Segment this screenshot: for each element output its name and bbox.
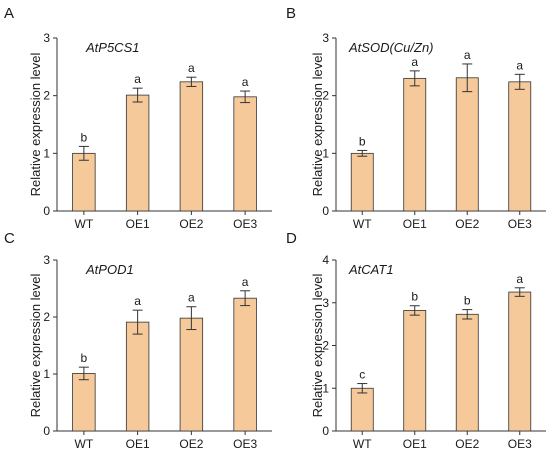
x-tick-label: OE1: [403, 437, 427, 451]
bar-wt: [72, 373, 96, 432]
significance-label: c: [359, 368, 365, 382]
significance-label: b: [81, 351, 88, 365]
significance-label: a: [516, 272, 523, 286]
significance-label: a: [134, 72, 141, 86]
chart-title: AtP5CS1: [85, 40, 139, 55]
y-tick-label: 0: [322, 204, 329, 218]
y-tick-label: 2: [322, 339, 329, 353]
bar-oe2: [455, 313, 479, 432]
x-tick-label: OE2: [179, 437, 203, 451]
y-tick-label: 2: [43, 310, 50, 324]
x-tick-label: OE2: [455, 217, 479, 231]
chart-title: AtSOD(Cu/Zn): [348, 40, 434, 55]
bar-oe2: [455, 77, 479, 212]
y-axis-label: Relative expression level: [28, 52, 43, 196]
x-tick-label: OE3: [233, 217, 257, 231]
y-axis-label: Relative expression level: [28, 273, 43, 417]
y-tick-label: 1: [322, 381, 329, 395]
panel-letter: D: [286, 230, 297, 247]
significance-label: b: [411, 290, 418, 304]
x-tick-label: OE2: [179, 217, 203, 231]
significance-label: a: [188, 291, 195, 305]
significance-label: a: [464, 48, 471, 62]
significance-label: b: [81, 130, 88, 144]
x-tick-label: WT: [353, 217, 372, 231]
y-axis-label: Relative expression level: [310, 52, 325, 196]
y-tick-label: 3: [322, 296, 329, 310]
y-tick-label: 0: [43, 424, 50, 438]
y-tick-label: 0: [43, 204, 50, 218]
bar-oe2: [179, 81, 204, 212]
bar-wt: [350, 152, 374, 212]
chart-title: AtCAT1: [348, 262, 394, 277]
bar-wt: [72, 152, 96, 212]
significance-label: a: [516, 58, 523, 72]
significance-label: a: [242, 275, 249, 289]
y-axis-label: Relative expression level: [310, 273, 325, 417]
significance-label: a: [188, 61, 195, 75]
x-tick-label: OE3: [508, 437, 532, 451]
bar-oe2: [179, 317, 204, 432]
bar-oe3: [233, 297, 257, 432]
x-tick-label: OE3: [508, 217, 532, 231]
significance-label: b: [359, 134, 366, 148]
significance-label: a: [242, 75, 249, 89]
y-tick-label: 1: [322, 146, 329, 160]
bar-oe1: [403, 310, 427, 432]
bar-oe1: [125, 321, 150, 432]
y-tick-label: 0: [322, 424, 329, 438]
panel-letter: B: [286, 5, 296, 22]
chart-title: AtPOD1: [85, 262, 134, 277]
x-tick-label: WT: [353, 437, 372, 451]
significance-label: a: [134, 294, 141, 308]
x-tick-label: OE1: [126, 437, 150, 451]
x-tick-label: WT: [75, 437, 94, 451]
bar-oe1: [125, 94, 150, 212]
bar-oe3: [508, 291, 532, 432]
panel-letter: A: [4, 5, 14, 22]
chart-panel-b: B AtSOD(Cu/Zn) Relative expression level 0 1…: [286, 5, 546, 231]
y-tick-label: 4: [322, 253, 329, 267]
x-tick-label: OE1: [126, 217, 150, 231]
x-tick-label: WT: [75, 217, 94, 231]
y-tick-label: 2: [322, 89, 329, 103]
chart-panel-d: D AtCAT1 Relative expression level 0 1 2 3 4 c WT…: [286, 230, 546, 451]
x-tick-label: OE1: [403, 217, 427, 231]
bar-oe1: [403, 77, 427, 212]
bar-oe3: [508, 81, 532, 212]
x-tick-label: OE3: [233, 437, 257, 451]
y-tick-label: 3: [322, 31, 329, 45]
significance-label: a: [411, 55, 418, 69]
x-tick-label: OE2: [455, 437, 479, 451]
bar-wt: [350, 387, 374, 432]
y-tick-label: 1: [43, 367, 50, 381]
panel-letter: C: [4, 230, 15, 247]
y-tick-label: 3: [43, 253, 50, 267]
bar-oe3: [233, 96, 257, 212]
significance-label: b: [464, 294, 471, 308]
y-tick-label: 3: [43, 31, 50, 45]
y-tick-label: 2: [43, 89, 50, 103]
y-tick-label: 1: [43, 146, 50, 160]
